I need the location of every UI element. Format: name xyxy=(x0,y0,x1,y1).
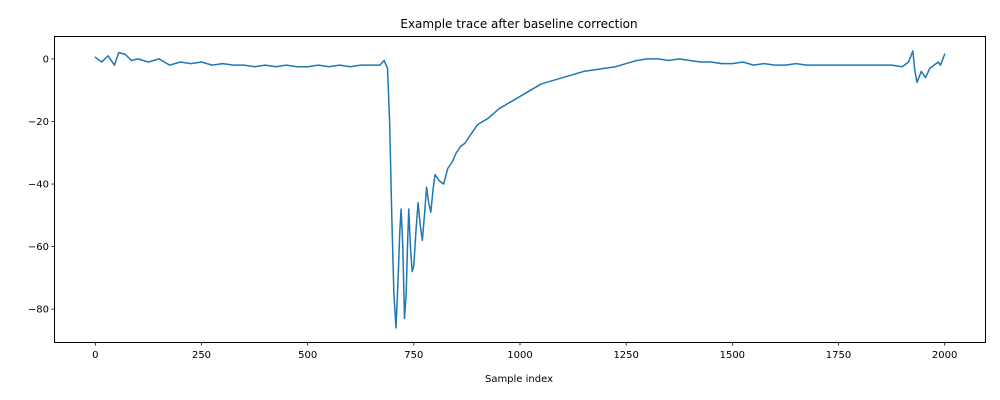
y-tick-label: −60 xyxy=(28,242,49,253)
x-axis-label: Sample index xyxy=(485,374,553,385)
plot-area xyxy=(54,36,986,343)
x-tick-label: 1000 xyxy=(507,350,532,361)
y-tick-label: −40 xyxy=(28,180,49,191)
x-tick-label: 1500 xyxy=(720,350,745,361)
x-tick-label: 1750 xyxy=(826,350,851,361)
x-tick-label: 0 xyxy=(92,350,98,361)
x-tick-label: 2000 xyxy=(932,350,957,361)
x-tick-label: 750 xyxy=(404,350,423,361)
x-tick-label: 1250 xyxy=(613,350,638,361)
y-tick-label: −20 xyxy=(28,117,49,128)
y-tick-label: −80 xyxy=(28,305,49,316)
series-group xyxy=(94,50,946,329)
y-axis: 0 −20 −40 −60 −80 xyxy=(28,54,55,316)
chart-title: Example trace after baseline correction xyxy=(400,17,637,31)
y-tick-label: 0 xyxy=(43,54,49,65)
series-line xyxy=(94,50,946,329)
x-tick-label: 250 xyxy=(192,350,211,361)
x-axis: 0 250 500 750 1000 1250 1500 1750 2000 xyxy=(92,342,957,361)
x-tick-label: 500 xyxy=(298,350,317,361)
